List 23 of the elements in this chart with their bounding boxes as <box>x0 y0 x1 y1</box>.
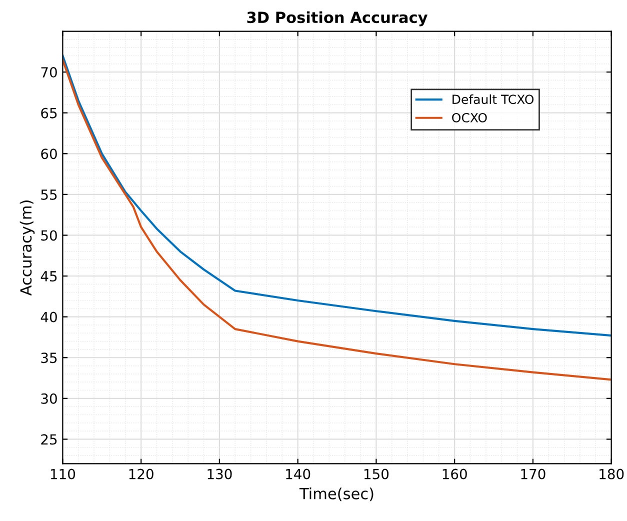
legend-label: OCXO <box>452 112 487 122</box>
y-tick-label: 25 <box>41 434 57 445</box>
x-tick-label: 150 <box>364 468 389 480</box>
x-axis-title: Time(sec) <box>299 488 374 502</box>
chart-title: 3D Position Accuracy <box>247 11 428 26</box>
y-tick-label: 70 <box>41 67 57 78</box>
x-tick-label: 110 <box>50 468 76 480</box>
x-tick-label: 130 <box>208 468 232 480</box>
x-tick-label: 120 <box>129 468 154 480</box>
x-tick-label: 170 <box>521 468 546 480</box>
x-tick-label: 160 <box>442 468 467 480</box>
y-tick-label: 65 <box>41 108 57 118</box>
y-tick-label: 30 <box>41 393 57 404</box>
legend-label: Default TCXO <box>452 94 534 104</box>
x-tick-label: 140 <box>286 468 310 480</box>
y-tick-label: 45 <box>40 271 57 282</box>
x-tick-label: 180 <box>600 468 624 480</box>
y-tick-label: 55 <box>41 190 57 200</box>
y-tick-label: 50 <box>41 230 57 241</box>
y-axis-title: Accuracy(m) <box>20 200 35 296</box>
y-tick-label: 60 <box>41 148 57 160</box>
y-tick-label: 40 <box>40 312 57 322</box>
y-tick-label: 35 <box>41 352 57 364</box>
